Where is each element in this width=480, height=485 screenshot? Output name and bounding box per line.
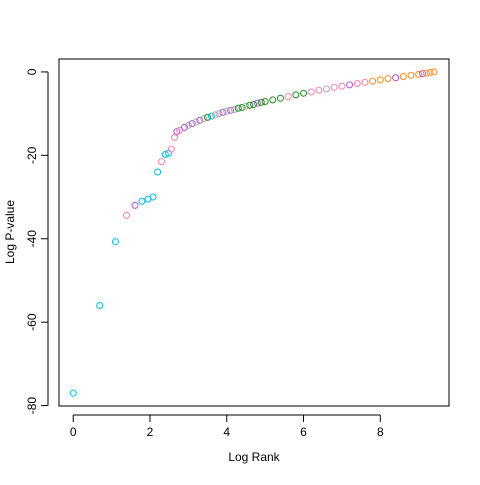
y-tick-label: -40 xyxy=(25,230,39,248)
y-tick-label: 0 xyxy=(25,68,39,75)
point xyxy=(323,85,331,93)
point xyxy=(192,118,200,126)
point xyxy=(200,115,208,123)
point xyxy=(227,106,235,114)
point xyxy=(361,78,369,86)
point xyxy=(384,75,392,83)
point xyxy=(211,111,219,119)
point xyxy=(292,91,300,99)
x-tick-label: 2 xyxy=(147,425,154,439)
point xyxy=(422,69,430,77)
point xyxy=(315,86,323,94)
point xyxy=(399,73,407,81)
point xyxy=(276,94,284,102)
point xyxy=(353,80,361,88)
point xyxy=(111,238,119,246)
point xyxy=(181,123,189,131)
x-axis-label: Log Rank xyxy=(228,450,280,464)
point xyxy=(369,77,377,85)
point xyxy=(96,301,104,309)
point xyxy=(261,98,269,106)
point xyxy=(376,76,384,84)
x-tick-label: 8 xyxy=(377,425,384,439)
point xyxy=(184,121,192,129)
point xyxy=(149,193,157,201)
y-tick-label: -60 xyxy=(25,313,39,331)
point xyxy=(238,103,246,111)
point xyxy=(300,89,308,97)
point xyxy=(307,88,315,96)
point xyxy=(392,74,400,82)
point xyxy=(215,110,223,118)
point xyxy=(204,113,212,121)
y-tick-label: -20 xyxy=(25,146,39,164)
point xyxy=(131,201,139,209)
point xyxy=(207,112,215,120)
point xyxy=(246,101,254,109)
point xyxy=(415,70,423,78)
point xyxy=(250,100,258,108)
y-axis-label: Log P-value xyxy=(3,200,17,264)
point xyxy=(69,389,77,397)
point xyxy=(196,116,204,124)
point xyxy=(426,68,434,76)
point xyxy=(154,168,162,176)
point xyxy=(171,133,179,141)
point xyxy=(230,105,238,113)
point xyxy=(257,98,265,106)
point xyxy=(269,96,277,104)
point xyxy=(234,104,242,112)
x-tick-label: 6 xyxy=(300,425,307,439)
point xyxy=(157,158,165,166)
point xyxy=(346,81,354,89)
plot-box xyxy=(58,58,450,407)
point xyxy=(338,82,346,90)
point xyxy=(419,70,427,78)
point xyxy=(219,108,227,116)
point xyxy=(253,99,261,107)
point xyxy=(138,197,146,205)
point xyxy=(407,71,415,79)
point xyxy=(161,151,169,159)
point xyxy=(430,68,438,76)
x-tick-label: 4 xyxy=(223,425,230,439)
y-tick-label: -80 xyxy=(25,397,39,415)
point xyxy=(242,102,250,110)
x-tick-label: 0 xyxy=(70,425,77,439)
point xyxy=(176,126,184,134)
point xyxy=(188,120,196,128)
point xyxy=(167,145,175,153)
point xyxy=(123,211,131,219)
point xyxy=(330,83,338,91)
point xyxy=(284,93,292,101)
point xyxy=(223,107,231,115)
